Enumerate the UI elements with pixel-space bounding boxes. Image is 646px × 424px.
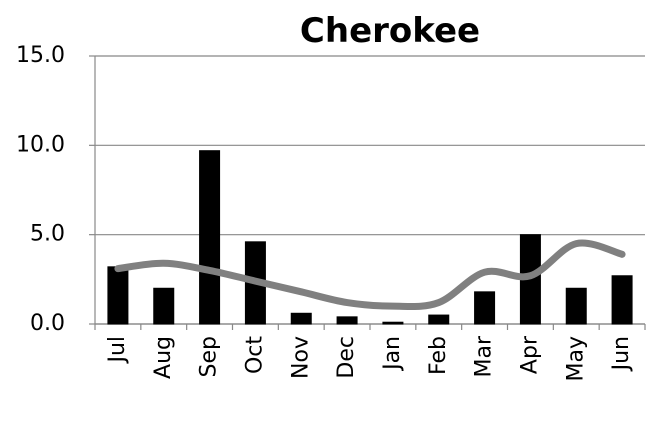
y-tick-label: 10.0 [16, 132, 65, 157]
x-tick-label: Mar [472, 335, 497, 377]
x-tick-label: Oct [242, 336, 267, 374]
x-tick-label: May [563, 336, 588, 381]
x-tick-label: Dec [334, 336, 359, 379]
y-tick-label: 5.0 [30, 222, 65, 247]
x-tick-label: Sep [197, 336, 222, 377]
bar [611, 275, 633, 325]
bar [428, 314, 450, 325]
bar [107, 266, 129, 325]
x-tick-label: Aug [151, 336, 176, 379]
x-tick-label: Apr [517, 335, 542, 374]
x-tick-label: Feb [426, 336, 451, 375]
bar [474, 291, 496, 325]
y-tick-label: 15.0 [16, 43, 65, 68]
bar [153, 287, 175, 325]
x-tick-label: Jun [609, 336, 634, 372]
bar [382, 321, 404, 325]
bar [290, 312, 312, 325]
chart-title: Cherokee [300, 11, 480, 51]
bar [199, 150, 221, 325]
bar [565, 287, 587, 325]
y-tick-label: 0.0 [30, 311, 65, 336]
trend-line [114, 239, 626, 310]
x-tick-label: Nov [288, 336, 313, 379]
x-tick-label: Jan [380, 336, 405, 372]
x-tick-label: Jul [105, 336, 130, 365]
bar [336, 316, 358, 325]
